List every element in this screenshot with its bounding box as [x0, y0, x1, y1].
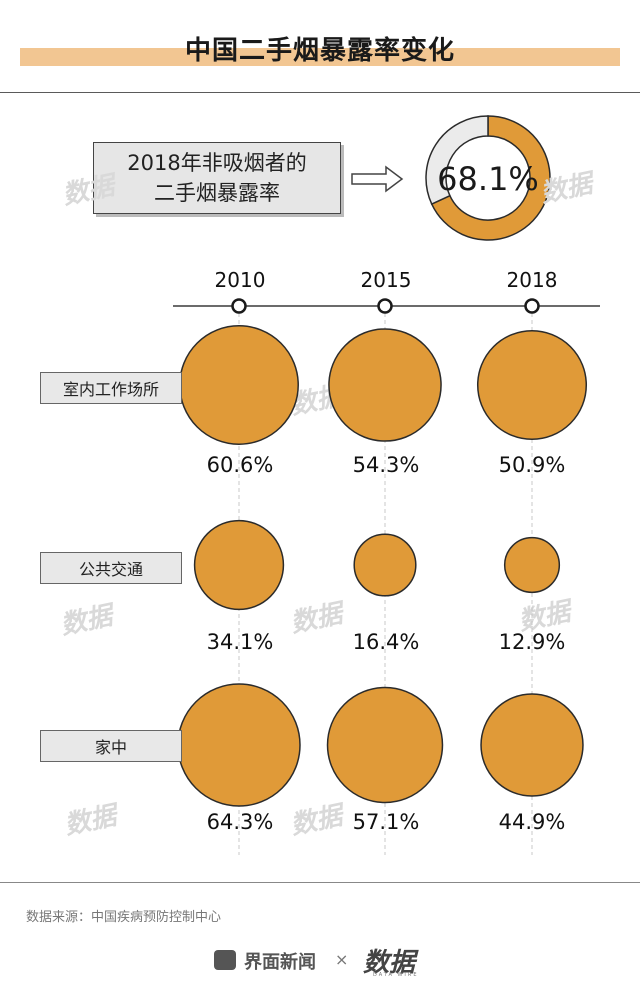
- brand-jiemian: 界面新闻: [244, 952, 316, 973]
- news-logo-icon: [214, 950, 236, 970]
- year-label-2018: 2018: [506, 268, 558, 292]
- row-label-home: 家中: [40, 730, 182, 762]
- title-highlight-bar: [20, 48, 620, 66]
- timeline-marker: [524, 298, 540, 314]
- donut-chart: 68.1%: [425, 115, 551, 241]
- bubble: [193, 519, 285, 611]
- donut-slice: [430, 115, 551, 241]
- row-label-indoor-workplace: 室内工作场所: [40, 372, 182, 404]
- title-divider: [0, 92, 640, 93]
- chart-title: 中国二手烟暴露率变化: [184, 36, 455, 66]
- headline-box: 2018年非吸烟者的 二手烟暴露率: [93, 142, 341, 214]
- value-label: 54.3%: [352, 453, 420, 477]
- bubble: [503, 536, 561, 594]
- bubble-chart: [173, 298, 600, 855]
- bubble: [480, 693, 584, 797]
- donut-value-label: 68.1%: [437, 160, 539, 198]
- timeline-marker: [377, 298, 393, 314]
- donut-slice: [425, 115, 489, 206]
- row-label-public-transport: 公共交通: [40, 552, 182, 584]
- bubble: [177, 683, 301, 807]
- arrow-right-icon: [351, 165, 404, 193]
- year-label-2010: 2010: [214, 268, 266, 292]
- value-label: 50.9%: [498, 453, 566, 477]
- brand-separator: ×: [335, 950, 349, 969]
- bubble: [326, 686, 444, 804]
- bubble: [476, 329, 588, 441]
- data-source: 数据来源：中国疾病预防控制中心: [26, 910, 222, 925]
- value-label: 64.3%: [206, 810, 274, 834]
- value-label: 60.6%: [206, 453, 274, 477]
- brand-datawire-sub: DATA WIRE: [373, 972, 419, 978]
- value-label: 44.9%: [498, 810, 566, 834]
- year-label-2015: 2015: [360, 268, 412, 292]
- timeline-marker: [231, 298, 247, 314]
- brand-datawire: 数据: [363, 948, 416, 978]
- headline-line-1: 2018年非吸烟者的: [127, 151, 307, 175]
- value-label: 34.1%: [206, 630, 274, 654]
- value-label: 12.9%: [498, 630, 566, 654]
- value-label: 16.4%: [352, 630, 420, 654]
- bubble: [328, 328, 442, 442]
- headline-line-2: 二手烟暴露率: [154, 181, 280, 205]
- bubble: [179, 325, 299, 445]
- value-label: 57.1%: [352, 810, 420, 834]
- bubble: [353, 533, 417, 597]
- footer-divider: [0, 882, 640, 883]
